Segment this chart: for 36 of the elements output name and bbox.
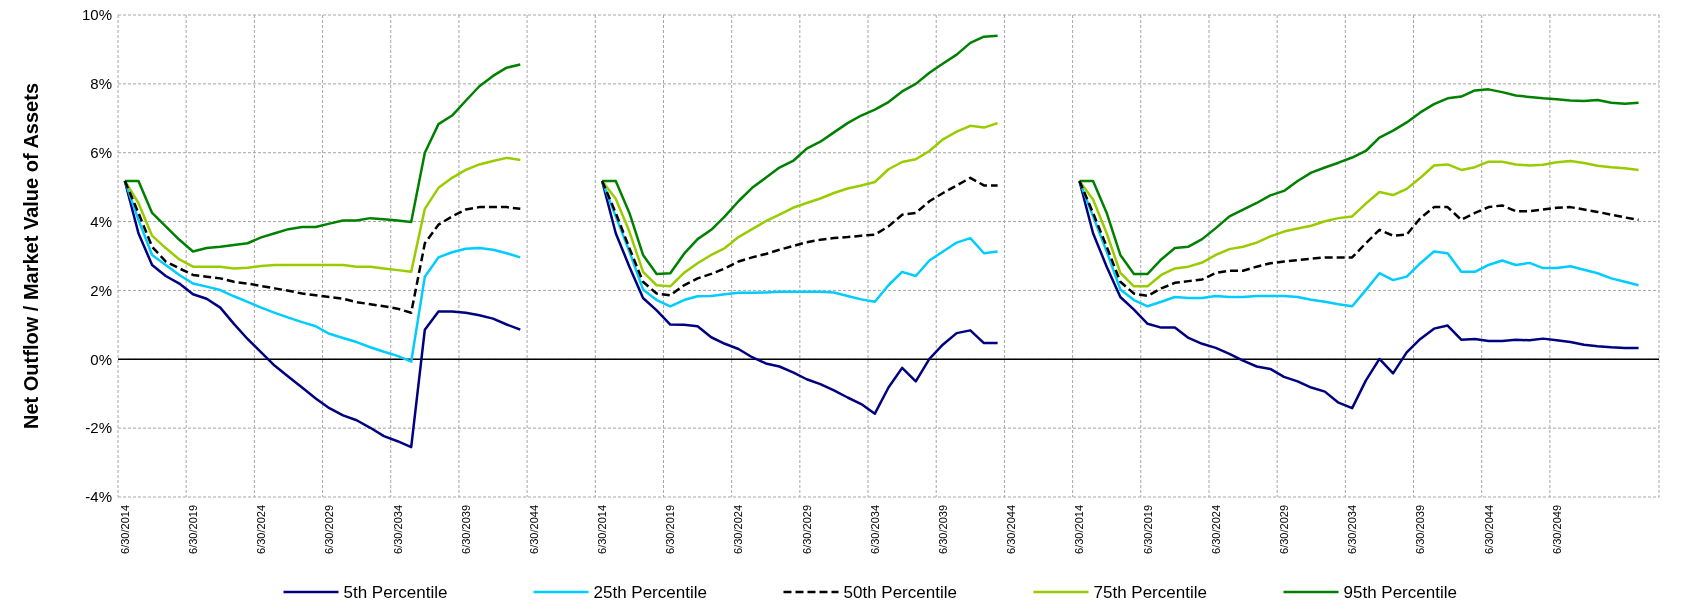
x-tick-label: 6/30/2024 [255, 505, 268, 554]
x-tick-label: 6/30/2039 [937, 505, 950, 554]
x-tick-label: 6/30/2014 [118, 505, 131, 554]
x-tick-label: 6/30/2029 [800, 505, 813, 554]
x-tick-label: 6/30/2034 [391, 505, 404, 554]
x-tick-label: 6/30/2024 [1209, 505, 1222, 554]
y-axis-title: Net Outflow / Market Value of Assets [20, 82, 42, 430]
x-tick-label: 6/30/2029 [1277, 505, 1290, 554]
x-tick-label: 6/30/2039 [459, 505, 472, 554]
x-tick-label: 6/30/2019 [664, 505, 677, 554]
y-tick-label: 6% [90, 143, 112, 161]
y-tick-label: -4% [85, 488, 112, 506]
legend-label: 5th Percentile [343, 582, 448, 602]
x-tick-label: 6/30/2014 [596, 505, 609, 554]
y-tick-label: 10% [81, 6, 112, 24]
x-tick-label: 6/30/2049 [1550, 505, 1563, 554]
legend-label: 25th Percentile [593, 582, 707, 602]
y-tick-label: 8% [90, 75, 112, 93]
y-tick-label: -2% [85, 419, 112, 437]
legend-label: 95th Percentile [1343, 582, 1457, 602]
x-tick-label: 6/30/2019 [187, 505, 199, 554]
y-tick-label: 0% [90, 350, 112, 368]
x-tick-label: 6/30/2024 [732, 505, 745, 554]
y-tick-label: 2% [90, 281, 112, 299]
y-tick-label: 4% [90, 212, 112, 230]
x-tick-label: 6/30/2034 [1346, 505, 1359, 554]
x-tick-label: 6/30/2044 [1482, 505, 1495, 554]
x-tick-label: 6/30/2039 [1414, 505, 1427, 554]
legend-label: 50th Percentile [843, 582, 957, 602]
x-tick-label: 6/30/2029 [323, 505, 336, 554]
legend-label: 75th Percentile [1093, 582, 1207, 602]
x-tick-label: 6/30/2044 [1005, 505, 1018, 554]
x-tick-label: 6/30/2044 [527, 505, 540, 554]
x-tick-label: 6/30/2034 [868, 505, 881, 554]
x-tick-label: 6/30/2019 [1141, 505, 1154, 554]
x-tick-label: 6/30/2014 [1073, 505, 1086, 554]
